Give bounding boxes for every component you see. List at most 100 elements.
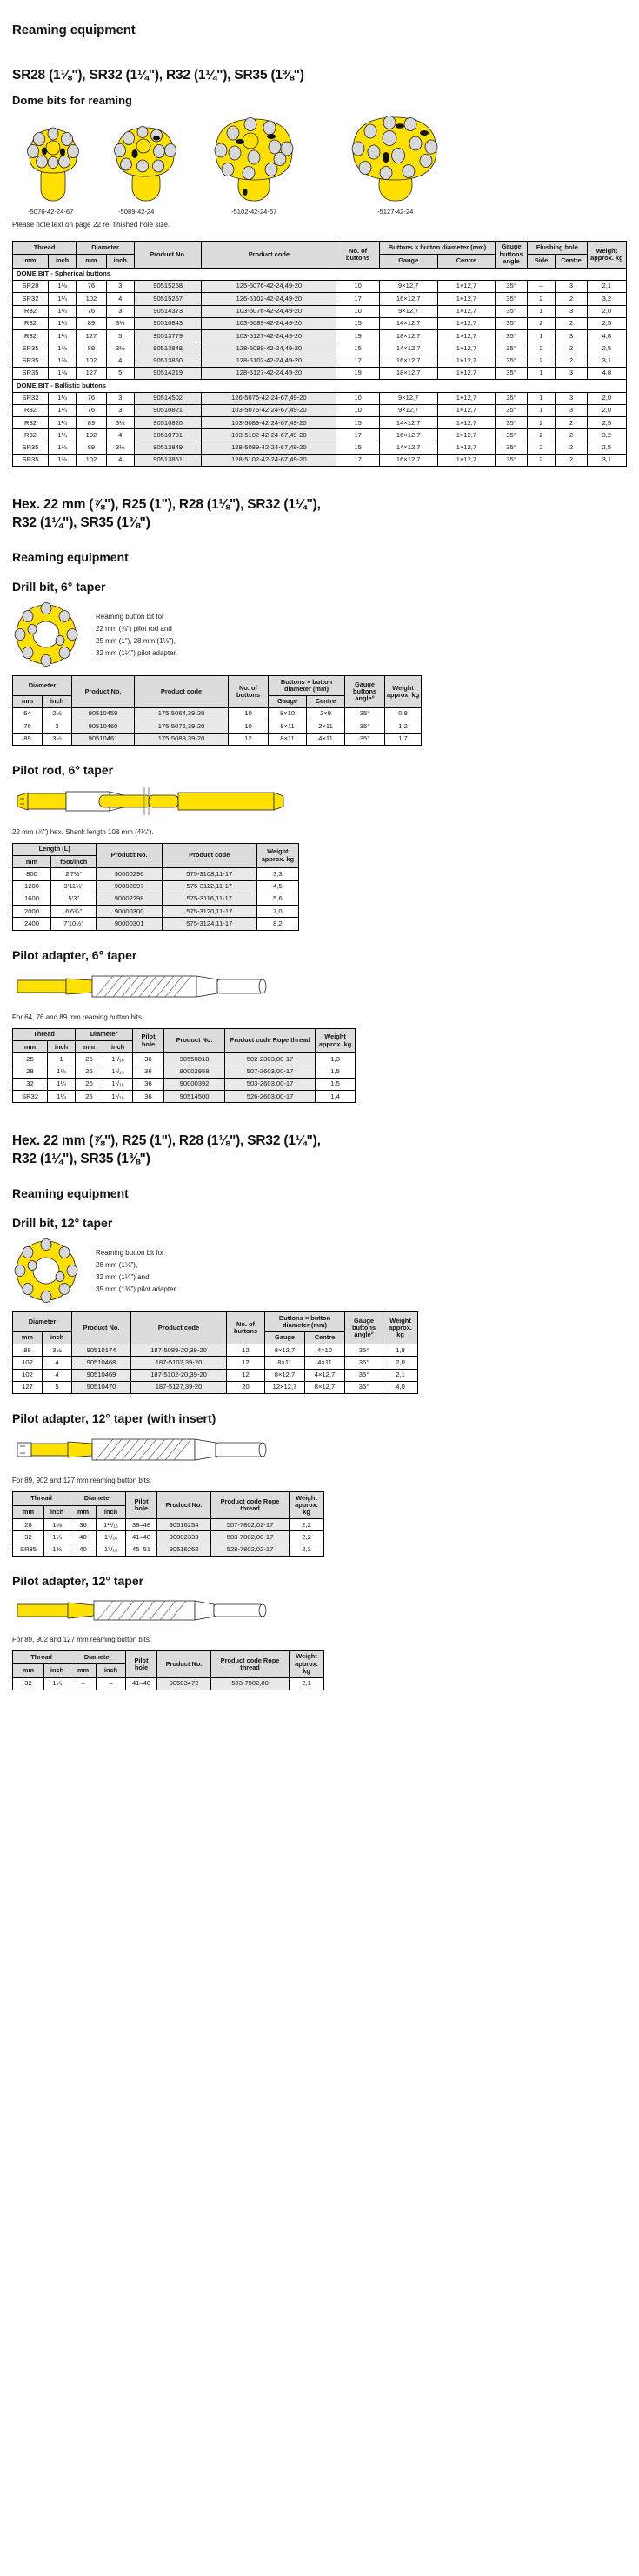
table-cell: 26 [75, 1065, 104, 1079]
th-flushing-centre: Centre [555, 254, 588, 269]
section3-sub-heading: Reaming equipment [12, 1186, 129, 1201]
pilot-rod-note: 22 mm (⅞") hex. Shank length 108 mm (4¼"… [12, 827, 154, 836]
table-cell: 9×12,7 [378, 403, 438, 418]
table-cell: 16×12,7 [378, 428, 438, 442]
table-cell: 2,0 [586, 304, 628, 318]
finished-hole-size-note: Please note text on page 22 re. finished… [12, 220, 170, 229]
table-cell: 5 [41, 1380, 73, 1395]
table-cell: 502-2303,00-17 [224, 1052, 316, 1066]
table-cell: 2,5 [586, 441, 628, 455]
table-cell: 90515257 [133, 292, 203, 306]
pilot-adapter-12-insert-table-wrap: Thread Diameter Pilot hole Product No. P… [11, 1491, 325, 1557]
table-cell: 36 [132, 1052, 165, 1066]
section-6deg: Hex. 22 mm (⅞"), R25 (1"), R28 (1⅛"), SR… [11, 496, 627, 1104]
table-cell: 35° [344, 1368, 384, 1382]
table-cell: 12 [228, 732, 270, 746]
table-cell: 3'11¼" [50, 880, 97, 893]
table-cell: 1¼ [47, 416, 77, 430]
table-cell: 3 [555, 329, 588, 343]
table-cell: 127 [76, 367, 107, 381]
table-cell: 1¼ [47, 428, 77, 442]
table-cell: 103-5089-42-24,49-20 [201, 316, 337, 331]
table-cell: 35° [495, 453, 528, 468]
table-cell: 5'3" [50, 892, 97, 906]
table-row: 32 1¼ 40 1⁹/₁₆ 41–48 90002333 503-7802,00-17 2,… [12, 1530, 325, 1544]
th-diameter-mm: mm [75, 1040, 104, 1054]
table-cell: 528-7802,02-17 [210, 1543, 290, 1557]
table-cell: 76 [76, 403, 107, 418]
table-row: SR35 1⅜ 89 3½ 90513848 128-5089-42-24,49-20 15… [12, 342, 628, 355]
table-cell: 8×11 [268, 720, 308, 734]
table-cell: – [70, 1676, 97, 1691]
desc-line-1: Reaming button bit for [96, 613, 164, 621]
pilot-adapter-12-insert-table: Thread Diameter Pilot hole Product No. P… [11, 1491, 325, 1557]
table-cell: 1×12,7 [436, 329, 496, 343]
table-cell: 2,1 [289, 1676, 325, 1691]
table-cell: 1⅜ [43, 1543, 71, 1557]
table-cell: 90510843 [133, 316, 203, 331]
dome-bit-caption-3: -5102-42-24-67 [231, 207, 277, 216]
table-row: SR28 1⅛ 76 3 90515258 125-5076-42-24,49-20 10 9… [12, 280, 628, 294]
th-product-no: Product No. [133, 240, 203, 269]
drill-bit-6-table-body: 64 2½ 90510459 175-5064,39-20 10 8×10 2×9 35° 0,… [12, 707, 423, 746]
table-cell: 2 [526, 428, 556, 442]
table-cell: 15 [336, 441, 380, 455]
table-cell: 102 [76, 354, 107, 368]
pilot-adapter-icon [17, 975, 267, 998]
table-row: R32 1¼ 76 3 90514373 103-5076-42-24,49-20 10 9×… [12, 304, 628, 318]
desc-line-4: 32 mm (1¼") pilot adapter. [96, 649, 177, 658]
table-cell: 32 [12, 1676, 44, 1691]
table-cell: 28 [12, 1518, 44, 1532]
table-cell: 90510461 [71, 732, 136, 746]
table-cell: 90000300 [96, 905, 163, 919]
th-thread-inch: inch [43, 1663, 71, 1678]
table-cell: 41–48 [125, 1530, 158, 1544]
table-cell: R32 [12, 403, 49, 418]
pilot-adapter-6-table: Thread Diameter Pilot hole Product No. P… [11, 1027, 356, 1104]
table-cell: 503-7802,00-17 [210, 1530, 290, 1544]
table-cell: 12×12,7 [264, 1380, 306, 1395]
table-cell: 4,5 [256, 880, 300, 893]
table-cell: 90002958 [163, 1065, 226, 1079]
pilot-rod-table: Length (L) Product No. Product code Weig… [11, 842, 300, 931]
table-cell: 40 [70, 1530, 97, 1544]
table-cell: 35° [495, 391, 528, 405]
table-cell: 35° [495, 403, 528, 418]
table-cell: 4,8 [586, 367, 628, 381]
th-flushing-hole: Flushing hole [526, 240, 588, 256]
table-cell: R32 [12, 416, 49, 430]
table-cell: 45–51 [125, 1543, 158, 1557]
table-cell: 90510459 [71, 707, 136, 721]
table-cell: 19 [336, 367, 380, 381]
table-cell: 800 [12, 867, 51, 881]
table-cell: 36 [132, 1077, 165, 1092]
table-cell: 35° [344, 707, 386, 721]
table-cell: 26 [75, 1077, 104, 1092]
th-buttons-x-diameter: Buttons × button diameter (mm) [264, 1311, 346, 1332]
table-cell: 3,1 [586, 354, 628, 368]
table-cell: 35° [495, 441, 528, 455]
th-product-no: Product No. [71, 1311, 132, 1345]
table-cell: 2 [526, 441, 556, 455]
dome-bit-icon [114, 126, 176, 202]
table-cell: 4×12,7 [304, 1368, 346, 1382]
table-cell: 90510820 [133, 416, 203, 430]
table-cell: 17 [336, 453, 380, 468]
table-cell: 1¹/₁₆ [103, 1077, 134, 1092]
section3-heading-line1: Hex. 22 mm (⅞"), R25 (1"), R28 (1⅛"), SR… [12, 1133, 321, 1149]
dome-bit-captions: -5076-42-24-67 -5089-42-24 -5102-42-24-6… [12, 208, 627, 216]
table-cell: 90000392 [163, 1077, 226, 1092]
dome-bit-figure-2 [99, 112, 195, 206]
table-cell: 35° [344, 1356, 384, 1370]
pilot-adapter-icon [17, 1600, 267, 1621]
table-cell: SR32 [12, 292, 49, 306]
table-cell: 5 [105, 367, 135, 381]
th-pilot-hole: Pilot hole [132, 1027, 165, 1054]
th-diameter-inch: inch [96, 1504, 127, 1520]
table-cell: 90513848 [133, 342, 203, 355]
table-cell: 175-5076,39-20 [134, 720, 230, 734]
th-diameter: Diameter [75, 1027, 134, 1042]
dome-bit-caption-4: -5127-42-24 [377, 207, 414, 216]
table-cell: 128-5089-42-24,49-20 [201, 342, 337, 355]
table-row: 89 3½ 90510174 187-5089-20,39-20 12 8×12,7 4×1… [12, 1344, 419, 1358]
